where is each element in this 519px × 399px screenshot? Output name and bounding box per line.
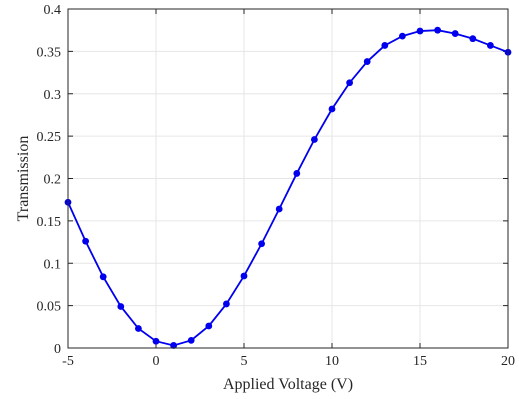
data-point <box>187 336 195 344</box>
y-tick-label: 0 <box>54 342 61 357</box>
grid <box>67 8 509 349</box>
y-tick-label: 0.15 <box>37 215 62 230</box>
data-point <box>275 205 283 213</box>
data-point <box>416 27 424 35</box>
data-point <box>99 273 107 281</box>
data-point <box>381 42 389 49</box>
series-line <box>67 29 509 347</box>
data-point <box>258 240 265 248</box>
y-tick-label: 0.4 <box>44 3 62 18</box>
y-tick-label: 0.25 <box>37 130 62 145</box>
x-tick-label: 10 <box>325 354 339 369</box>
data-point <box>328 105 336 113</box>
data-point <box>293 170 301 177</box>
data-point <box>117 303 125 310</box>
data-point <box>346 79 353 87</box>
y-tick-labels: 0 0.05 0.1 0.15 0.2 0.25 0.3 0.35 0.4 <box>37 3 62 357</box>
data-point <box>311 136 318 143</box>
data-point <box>82 237 89 245</box>
x-tick-label: -5 <box>62 354 74 369</box>
data-point <box>487 42 494 49</box>
series <box>64 26 512 349</box>
y-tick-label: 0.1 <box>44 257 62 272</box>
y-tick-label: 0.2 <box>44 173 62 188</box>
x-axis-label: Applied Voltage (V) <box>223 376 353 393</box>
x-tick-label: 5 <box>241 354 248 369</box>
data-point <box>152 337 160 345</box>
y-tick-label: 0.3 <box>44 88 62 103</box>
data-point <box>170 342 178 349</box>
plot-area-frame <box>67 8 509 349</box>
data-point <box>135 325 142 332</box>
data-point <box>469 35 477 43</box>
y-tick-label: 0.35 <box>37 45 62 60</box>
x-tick-label: 20 <box>501 354 515 369</box>
data-point <box>205 322 213 330</box>
data-point <box>223 300 230 308</box>
x-tick-label: 15 <box>413 354 427 369</box>
y-axis-label: Transmission <box>15 136 32 222</box>
x-tick-labels: -5 0 5 10 15 20 <box>62 354 515 369</box>
data-point <box>240 272 248 280</box>
y-tick-label: 0.05 <box>37 300 62 315</box>
data-point <box>363 58 371 65</box>
data-point <box>399 32 406 40</box>
data-point <box>451 30 459 37</box>
data-point <box>434 26 441 34</box>
x-tick-label: 0 <box>153 354 160 369</box>
